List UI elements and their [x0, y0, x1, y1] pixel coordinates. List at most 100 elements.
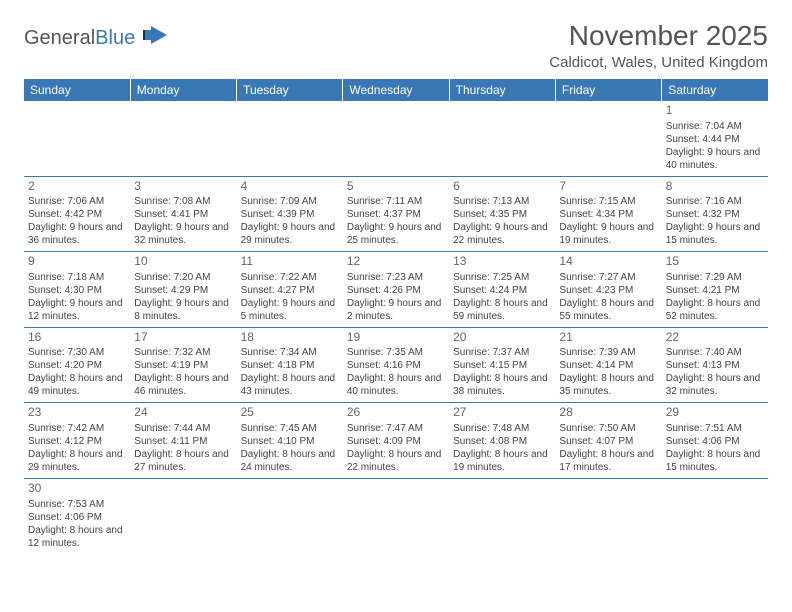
day-sunrise: Sunrise: 7:25 AM	[453, 271, 551, 284]
month-title: November 2025	[549, 20, 768, 52]
calendar-day-cell: 30Sunrise: 7:53 AMSunset: 4:06 PMDayligh…	[24, 478, 130, 553]
day-sunset: Sunset: 4:26 PM	[347, 284, 445, 297]
day-sunset: Sunset: 4:14 PM	[559, 359, 657, 372]
day-sunset: Sunset: 4:21 PM	[666, 284, 764, 297]
day-number: 19	[347, 330, 445, 346]
flag-icon	[143, 26, 171, 49]
day-daylight: Daylight: 8 hours and 15 minutes.	[666, 448, 764, 474]
day-daylight: Daylight: 9 hours and 32 minutes.	[134, 221, 232, 247]
day-sunset: Sunset: 4:08 PM	[453, 435, 551, 448]
day-sunrise: Sunrise: 7:45 AM	[241, 422, 339, 435]
day-sunset: Sunset: 4:24 PM	[453, 284, 551, 297]
calendar-day-cell: 20Sunrise: 7:37 AMSunset: 4:15 PMDayligh…	[449, 327, 555, 403]
calendar-table: Sunday Monday Tuesday Wednesday Thursday…	[24, 79, 768, 554]
day-daylight: Daylight: 8 hours and 52 minutes.	[666, 297, 764, 323]
day-sunset: Sunset: 4:42 PM	[28, 208, 126, 221]
day-number: 29	[666, 405, 764, 421]
weekday-header: Sunday	[24, 79, 130, 101]
day-sunset: Sunset: 4:32 PM	[666, 208, 764, 221]
day-daylight: Daylight: 9 hours and 40 minutes.	[666, 146, 764, 172]
day-sunrise: Sunrise: 7:20 AM	[134, 271, 232, 284]
day-daylight: Daylight: 9 hours and 19 minutes.	[559, 221, 657, 247]
day-number: 22	[666, 330, 764, 346]
day-sunset: Sunset: 4:16 PM	[347, 359, 445, 372]
day-number: 24	[134, 405, 232, 421]
day-daylight: Daylight: 9 hours and 25 minutes.	[347, 221, 445, 247]
day-daylight: Daylight: 9 hours and 8 minutes.	[134, 297, 232, 323]
calendar-week-row: 1Sunrise: 7:04 AMSunset: 4:44 PMDaylight…	[24, 101, 768, 176]
day-sunset: Sunset: 4:10 PM	[241, 435, 339, 448]
day-number: 7	[559, 179, 657, 195]
calendar-day-cell: 5Sunrise: 7:11 AMSunset: 4:37 PMDaylight…	[343, 176, 449, 252]
day-number: 6	[453, 179, 551, 195]
calendar-day-cell	[130, 101, 236, 176]
day-sunset: Sunset: 4:06 PM	[666, 435, 764, 448]
calendar-day-cell: 4Sunrise: 7:09 AMSunset: 4:39 PMDaylight…	[237, 176, 343, 252]
day-sunrise: Sunrise: 7:15 AM	[559, 195, 657, 208]
location: Caldicot, Wales, United Kingdom	[549, 54, 768, 71]
logo-word2: Blue	[95, 27, 135, 49]
title-block: November 2025 Caldicot, Wales, United Ki…	[549, 20, 768, 71]
day-daylight: Daylight: 8 hours and 32 minutes.	[666, 372, 764, 398]
day-daylight: Daylight: 8 hours and 40 minutes.	[347, 372, 445, 398]
calendar-day-cell: 6Sunrise: 7:13 AMSunset: 4:35 PMDaylight…	[449, 176, 555, 252]
calendar-day-cell: 19Sunrise: 7:35 AMSunset: 4:16 PMDayligh…	[343, 327, 449, 403]
day-sunset: Sunset: 4:23 PM	[559, 284, 657, 297]
day-daylight: Daylight: 9 hours and 36 minutes.	[28, 221, 126, 247]
day-sunrise: Sunrise: 7:06 AM	[28, 195, 126, 208]
day-daylight: Daylight: 8 hours and 27 minutes.	[134, 448, 232, 474]
weekday-header: Thursday	[449, 79, 555, 101]
calendar-day-cell: 3Sunrise: 7:08 AMSunset: 4:41 PMDaylight…	[130, 176, 236, 252]
calendar-day-cell: 12Sunrise: 7:23 AMSunset: 4:26 PMDayligh…	[343, 252, 449, 328]
day-daylight: Daylight: 8 hours and 49 minutes.	[28, 372, 126, 398]
weekday-header: Friday	[555, 79, 661, 101]
calendar-day-cell: 1Sunrise: 7:04 AMSunset: 4:44 PMDaylight…	[662, 101, 768, 176]
day-daylight: Daylight: 8 hours and 59 minutes.	[453, 297, 551, 323]
day-daylight: Daylight: 9 hours and 22 minutes.	[453, 221, 551, 247]
calendar-week-row: 30Sunrise: 7:53 AMSunset: 4:06 PMDayligh…	[24, 478, 768, 553]
calendar-day-cell: 22Sunrise: 7:40 AMSunset: 4:13 PMDayligh…	[662, 327, 768, 403]
calendar-day-cell: 23Sunrise: 7:42 AMSunset: 4:12 PMDayligh…	[24, 403, 130, 479]
calendar-day-cell: 28Sunrise: 7:50 AMSunset: 4:07 PMDayligh…	[555, 403, 661, 479]
day-sunset: Sunset: 4:34 PM	[559, 208, 657, 221]
day-number: 27	[453, 405, 551, 421]
calendar-day-cell: 18Sunrise: 7:34 AMSunset: 4:18 PMDayligh…	[237, 327, 343, 403]
calendar-day-cell: 8Sunrise: 7:16 AMSunset: 4:32 PMDaylight…	[662, 176, 768, 252]
day-sunset: Sunset: 4:07 PM	[559, 435, 657, 448]
calendar-body: 1Sunrise: 7:04 AMSunset: 4:44 PMDaylight…	[24, 101, 768, 554]
day-sunrise: Sunrise: 7:47 AM	[347, 422, 445, 435]
day-sunrise: Sunrise: 7:27 AM	[559, 271, 657, 284]
day-sunrise: Sunrise: 7:34 AM	[241, 346, 339, 359]
day-daylight: Daylight: 8 hours and 17 minutes.	[559, 448, 657, 474]
weekday-header-row: Sunday Monday Tuesday Wednesday Thursday…	[24, 79, 768, 101]
day-number: 2	[28, 179, 126, 195]
day-daylight: Daylight: 8 hours and 22 minutes.	[347, 448, 445, 474]
day-number: 30	[28, 481, 126, 497]
calendar-day-cell	[343, 478, 449, 553]
logo: GeneralBlue	[24, 26, 171, 49]
day-daylight: Daylight: 8 hours and 19 minutes.	[453, 448, 551, 474]
day-number: 11	[241, 254, 339, 270]
day-sunrise: Sunrise: 7:23 AM	[347, 271, 445, 284]
day-sunrise: Sunrise: 7:09 AM	[241, 195, 339, 208]
day-sunrise: Sunrise: 7:39 AM	[559, 346, 657, 359]
day-number: 4	[241, 179, 339, 195]
day-sunset: Sunset: 4:06 PM	[28, 511, 126, 524]
calendar-day-cell: 16Sunrise: 7:30 AMSunset: 4:20 PMDayligh…	[24, 327, 130, 403]
day-sunrise: Sunrise: 7:53 AM	[28, 498, 126, 511]
calendar-day-cell: 7Sunrise: 7:15 AMSunset: 4:34 PMDaylight…	[555, 176, 661, 252]
calendar-day-cell	[555, 478, 661, 553]
day-sunrise: Sunrise: 7:08 AM	[134, 195, 232, 208]
calendar-day-cell: 27Sunrise: 7:48 AMSunset: 4:08 PMDayligh…	[449, 403, 555, 479]
day-sunset: Sunset: 4:12 PM	[28, 435, 126, 448]
day-daylight: Daylight: 8 hours and 24 minutes.	[241, 448, 339, 474]
day-sunset: Sunset: 4:13 PM	[666, 359, 764, 372]
calendar-day-cell	[343, 101, 449, 176]
calendar-day-cell	[449, 478, 555, 553]
day-number: 1	[666, 103, 764, 119]
weekday-header: Saturday	[662, 79, 768, 101]
day-number: 8	[666, 179, 764, 195]
calendar-week-row: 2Sunrise: 7:06 AMSunset: 4:42 PMDaylight…	[24, 176, 768, 252]
weekday-header: Wednesday	[343, 79, 449, 101]
day-sunrise: Sunrise: 7:04 AM	[666, 120, 764, 133]
